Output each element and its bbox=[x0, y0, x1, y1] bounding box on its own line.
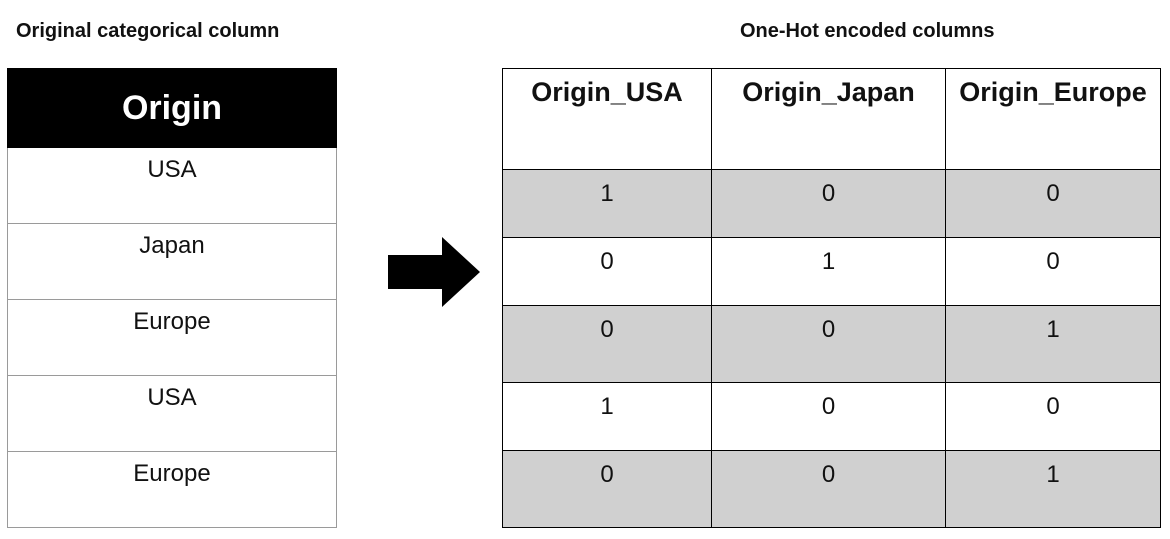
encoded-cell: 0 bbox=[711, 305, 946, 383]
encoded-cell: 0 bbox=[502, 237, 712, 306]
origin-cell: Europe bbox=[7, 451, 337, 528]
encoded-cell: 1 bbox=[945, 305, 1161, 383]
origin-header: Origin bbox=[7, 68, 337, 148]
origin-cell: Europe bbox=[7, 299, 337, 376]
encoded-cell: 0 bbox=[945, 169, 1161, 238]
encoded-cell: 0 bbox=[502, 450, 712, 528]
one-hot-encoded-table: Origin_USA Origin_Japan Origin_Europe 1 … bbox=[502, 68, 1161, 528]
origin-cell: USA bbox=[7, 375, 337, 452]
encoded-cell: 1 bbox=[502, 382, 712, 451]
encoded-cell: 1 bbox=[711, 237, 946, 306]
encoded-cell: 1 bbox=[945, 450, 1161, 528]
encoded-cell: 0 bbox=[711, 382, 946, 451]
encoded-cell: 0 bbox=[502, 305, 712, 383]
origin-usa-header: Origin_USA bbox=[502, 68, 712, 170]
table-row: USA bbox=[7, 375, 337, 452]
right-arrow-icon bbox=[388, 237, 480, 307]
table-row: 0 0 1 bbox=[502, 305, 1161, 383]
encoded-columns-heading: One-Hot encoded columns bbox=[740, 20, 995, 42]
encoded-cell: 0 bbox=[945, 382, 1161, 451]
encoded-cell: 0 bbox=[711, 169, 946, 238]
table-row: 0 0 1 bbox=[502, 450, 1161, 528]
original-column-table: Origin USA Japan Europe USA Europe bbox=[7, 68, 337, 528]
encoded-cell: 0 bbox=[945, 237, 1161, 306]
table-row: Japan bbox=[7, 223, 337, 300]
origin-japan-header: Origin_Japan bbox=[711, 68, 946, 170]
original-column-heading: Original categorical column bbox=[16, 20, 280, 42]
table-row: Europe bbox=[7, 299, 337, 376]
table-row: 1 0 0 bbox=[502, 169, 1161, 238]
origin-europe-header: Origin_Europe bbox=[945, 68, 1161, 170]
encoded-cell: 0 bbox=[711, 450, 946, 528]
table-row: 0 1 0 bbox=[502, 237, 1161, 306]
table-row: Europe bbox=[7, 451, 337, 528]
origin-cell: Japan bbox=[7, 223, 337, 300]
table-row: 1 0 0 bbox=[502, 382, 1161, 451]
encoded-cell: 1 bbox=[502, 169, 712, 238]
table-row: USA bbox=[7, 147, 337, 224]
origin-cell: USA bbox=[7, 147, 337, 224]
